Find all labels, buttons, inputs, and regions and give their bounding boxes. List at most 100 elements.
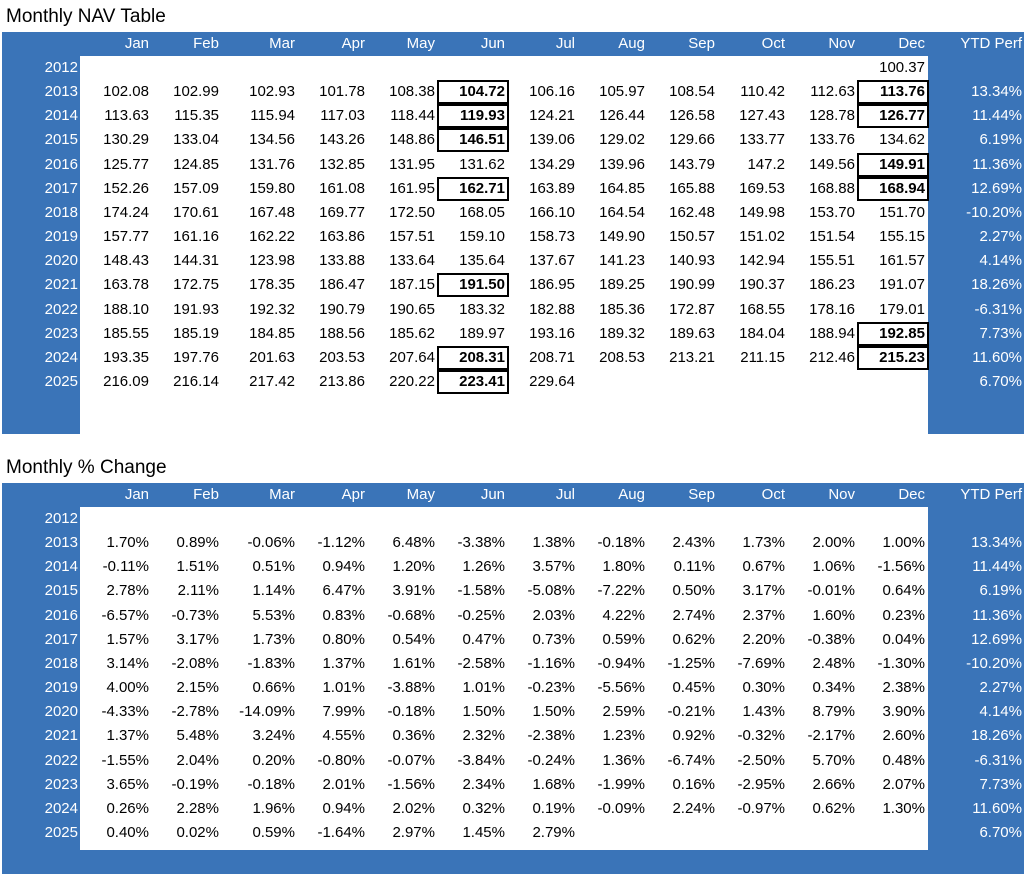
pct-cell: -0.32% xyxy=(737,727,785,745)
nav-cell: 197.76 xyxy=(173,348,219,366)
nav-header-jun: Jun xyxy=(480,35,505,52)
nav-cell: 100.37 xyxy=(879,59,925,76)
pct-header-feb: Feb xyxy=(193,486,219,503)
pct-change-table: Jan Feb Mar Apr May Jun Jul Aug Sep Oct Nov Dec YTD … xyxy=(2,483,1024,874)
nav-table: Jan Feb Mar Apr May Jun Jul Aug Sep Oct Nov Dec YTD … xyxy=(2,32,1024,440)
pct-cell: 1.96% xyxy=(252,799,295,817)
nav-year-label: 2025 xyxy=(44,372,78,390)
pct-cell: 2.15% xyxy=(176,679,219,697)
pct-cell: 0.02% xyxy=(176,823,219,841)
pct-header-jan: Jan xyxy=(124,486,149,503)
nav-cell: 149.90 xyxy=(599,228,645,246)
pct-cell: -0.25% xyxy=(457,606,505,624)
nav-cell: 188.56 xyxy=(319,324,365,342)
nav-cell: 128.78 xyxy=(809,107,855,125)
nav-cell: 215.23 xyxy=(857,345,929,370)
pct-cell: 2.24% xyxy=(672,799,715,817)
nav-cell: 186.23 xyxy=(809,276,855,294)
nav-cell: 133.88 xyxy=(319,252,365,270)
nav-header-apr: Apr xyxy=(341,35,365,52)
nav-cell: 125.77 xyxy=(103,155,149,173)
nav-cell: 178.16 xyxy=(809,300,855,318)
nav-cell: 112.63 xyxy=(810,83,855,101)
pct-cell: -0.38% xyxy=(807,630,855,648)
nav-cell: 124.85 xyxy=(173,155,219,173)
nav-cell: 115.35 xyxy=(174,107,219,125)
pct-cell: 0.83% xyxy=(322,606,365,624)
nav-cell: 161.57 xyxy=(879,252,925,270)
pct-cell: 1.80% xyxy=(602,558,645,576)
nav-cell: 110.42 xyxy=(740,83,785,101)
nav-ytd-perf: 6.70% xyxy=(979,372,1022,390)
nav-cell: 192.32 xyxy=(249,300,295,318)
pct-cell: -1.56% xyxy=(387,775,435,793)
pct-table-body xyxy=(80,507,928,850)
pct-cell: 2.34% xyxy=(462,775,505,793)
nav-cell: 159.80 xyxy=(249,179,295,197)
pct-cell: -3.38% xyxy=(457,534,505,552)
nav-cell: 130.29 xyxy=(103,131,149,149)
nav-cell: 162.22 xyxy=(249,228,295,246)
nav-cell: 163.78 xyxy=(103,276,149,294)
nav-cell: 163.86 xyxy=(319,228,365,246)
nav-cell: 208.71 xyxy=(529,348,575,366)
nav-cell: 162.71 xyxy=(437,176,509,201)
nav-cell: 193.35 xyxy=(103,348,149,366)
pct-cell: 1.50% xyxy=(462,703,505,721)
pct-cell: 2.20% xyxy=(742,630,785,648)
pct-ytd-perf: 11.60% xyxy=(972,799,1022,817)
pct-table-title: Monthly % Change xyxy=(6,457,167,478)
nav-year-label: 2021 xyxy=(44,276,78,294)
pct-cell: 2.00% xyxy=(812,534,855,552)
pct-cell: 0.40% xyxy=(106,823,149,841)
nav-ytd-perf: 11.36% xyxy=(972,155,1022,173)
nav-header-mar: Mar xyxy=(269,35,295,52)
pct-cell: 0.73% xyxy=(532,630,575,648)
pct-cell: 2.28% xyxy=(176,799,219,817)
pct-cell: 0.64% xyxy=(882,582,925,600)
nav-cell: 117.03 xyxy=(320,107,365,125)
nav-cell: 161.95 xyxy=(389,179,435,197)
pct-cell: 2.11% xyxy=(177,582,219,600)
nav-ytd-perf: -10.20% xyxy=(966,203,1022,221)
pct-cell: 0.11% xyxy=(673,558,715,576)
pct-cell: 2.48% xyxy=(812,654,855,672)
nav-header-aug: Aug xyxy=(618,35,645,52)
nav-cell: 189.25 xyxy=(599,276,645,294)
pct-cell: 0.62% xyxy=(812,799,855,817)
nav-cell: 185.55 xyxy=(103,324,149,342)
pct-cell: -2.50% xyxy=(737,751,785,769)
nav-cell: 187.15 xyxy=(389,276,435,294)
nav-year-label: 2015 xyxy=(44,131,78,149)
nav-header-jul: Jul xyxy=(555,35,575,52)
nav-cell: 113.63 xyxy=(104,107,149,125)
pct-year-label: 2023 xyxy=(44,775,78,793)
nav-year-label: 2019 xyxy=(44,228,78,246)
pct-ytd-perf: 18.26% xyxy=(971,727,1022,745)
pct-cell: -2.58% xyxy=(457,654,505,672)
nav-cell: 115.94 xyxy=(250,107,295,125)
nav-cell: 190.65 xyxy=(389,300,435,318)
nav-cell: 213.86 xyxy=(319,372,365,390)
pct-cell: -7.69% xyxy=(737,654,785,672)
nav-cell: 148.43 xyxy=(103,252,149,270)
nav-cell: 102.93 xyxy=(249,83,295,101)
nav-cell: 172.87 xyxy=(669,300,715,318)
pct-cell: -1.58% xyxy=(457,582,505,600)
pct-cell: -0.24% xyxy=(527,751,575,769)
nav-year-label: 2020 xyxy=(44,252,78,270)
pct-year-label: 2014 xyxy=(44,558,78,576)
pct-cell: 2.66% xyxy=(812,775,855,793)
nav-cell: 141.23 xyxy=(599,252,645,270)
nav-cell: 134.56 xyxy=(249,131,295,149)
nav-year-label: 2012 xyxy=(44,59,78,76)
nav-ytd-perf: -6.31% xyxy=(974,300,1022,318)
pct-cell: 2.43% xyxy=(672,534,715,552)
nav-cell: 193.16 xyxy=(529,324,575,342)
pct-ytd-perf: 4.14% xyxy=(979,703,1022,721)
pct-cell: 2.03% xyxy=(532,606,575,624)
pct-cell: -0.11% xyxy=(102,558,149,576)
pct-year-label: 2017 xyxy=(44,630,78,648)
nav-header-sep: Sep xyxy=(688,35,715,52)
nav-cell: 178.35 xyxy=(249,276,295,294)
